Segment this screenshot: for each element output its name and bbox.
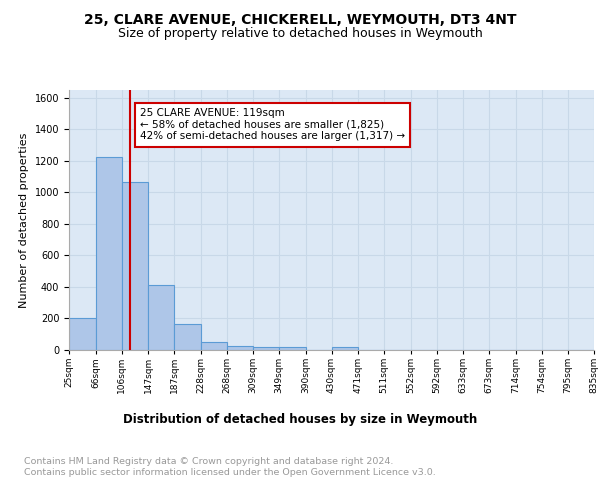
Text: 25, CLARE AVENUE, CHICKERELL, WEYMOUTH, DT3 4NT: 25, CLARE AVENUE, CHICKERELL, WEYMOUTH, … [84,12,516,26]
Bar [69,318,95,350]
Bar [95,157,121,350]
Bar [200,342,227,350]
Text: Contains HM Land Registry data © Crown copyright and database right 2024.
Contai: Contains HM Land Registry data © Crown c… [24,458,436,477]
Bar [253,346,279,350]
Bar [148,286,174,350]
Bar [279,347,305,350]
Text: Distribution of detached houses by size in Weymouth: Distribution of detached houses by size … [123,412,477,426]
Bar [227,346,253,350]
Bar [121,182,148,350]
Text: 25 CLARE AVENUE: 119sqm
← 58% of detached houses are smaller (1,825)
42% of semi: 25 CLARE AVENUE: 119sqm ← 58% of detache… [140,108,405,142]
Text: Size of property relative to detached houses in Weymouth: Size of property relative to detached ho… [118,28,482,40]
Y-axis label: Number of detached properties: Number of detached properties [19,132,29,308]
Bar [331,347,358,350]
Bar [174,324,200,350]
